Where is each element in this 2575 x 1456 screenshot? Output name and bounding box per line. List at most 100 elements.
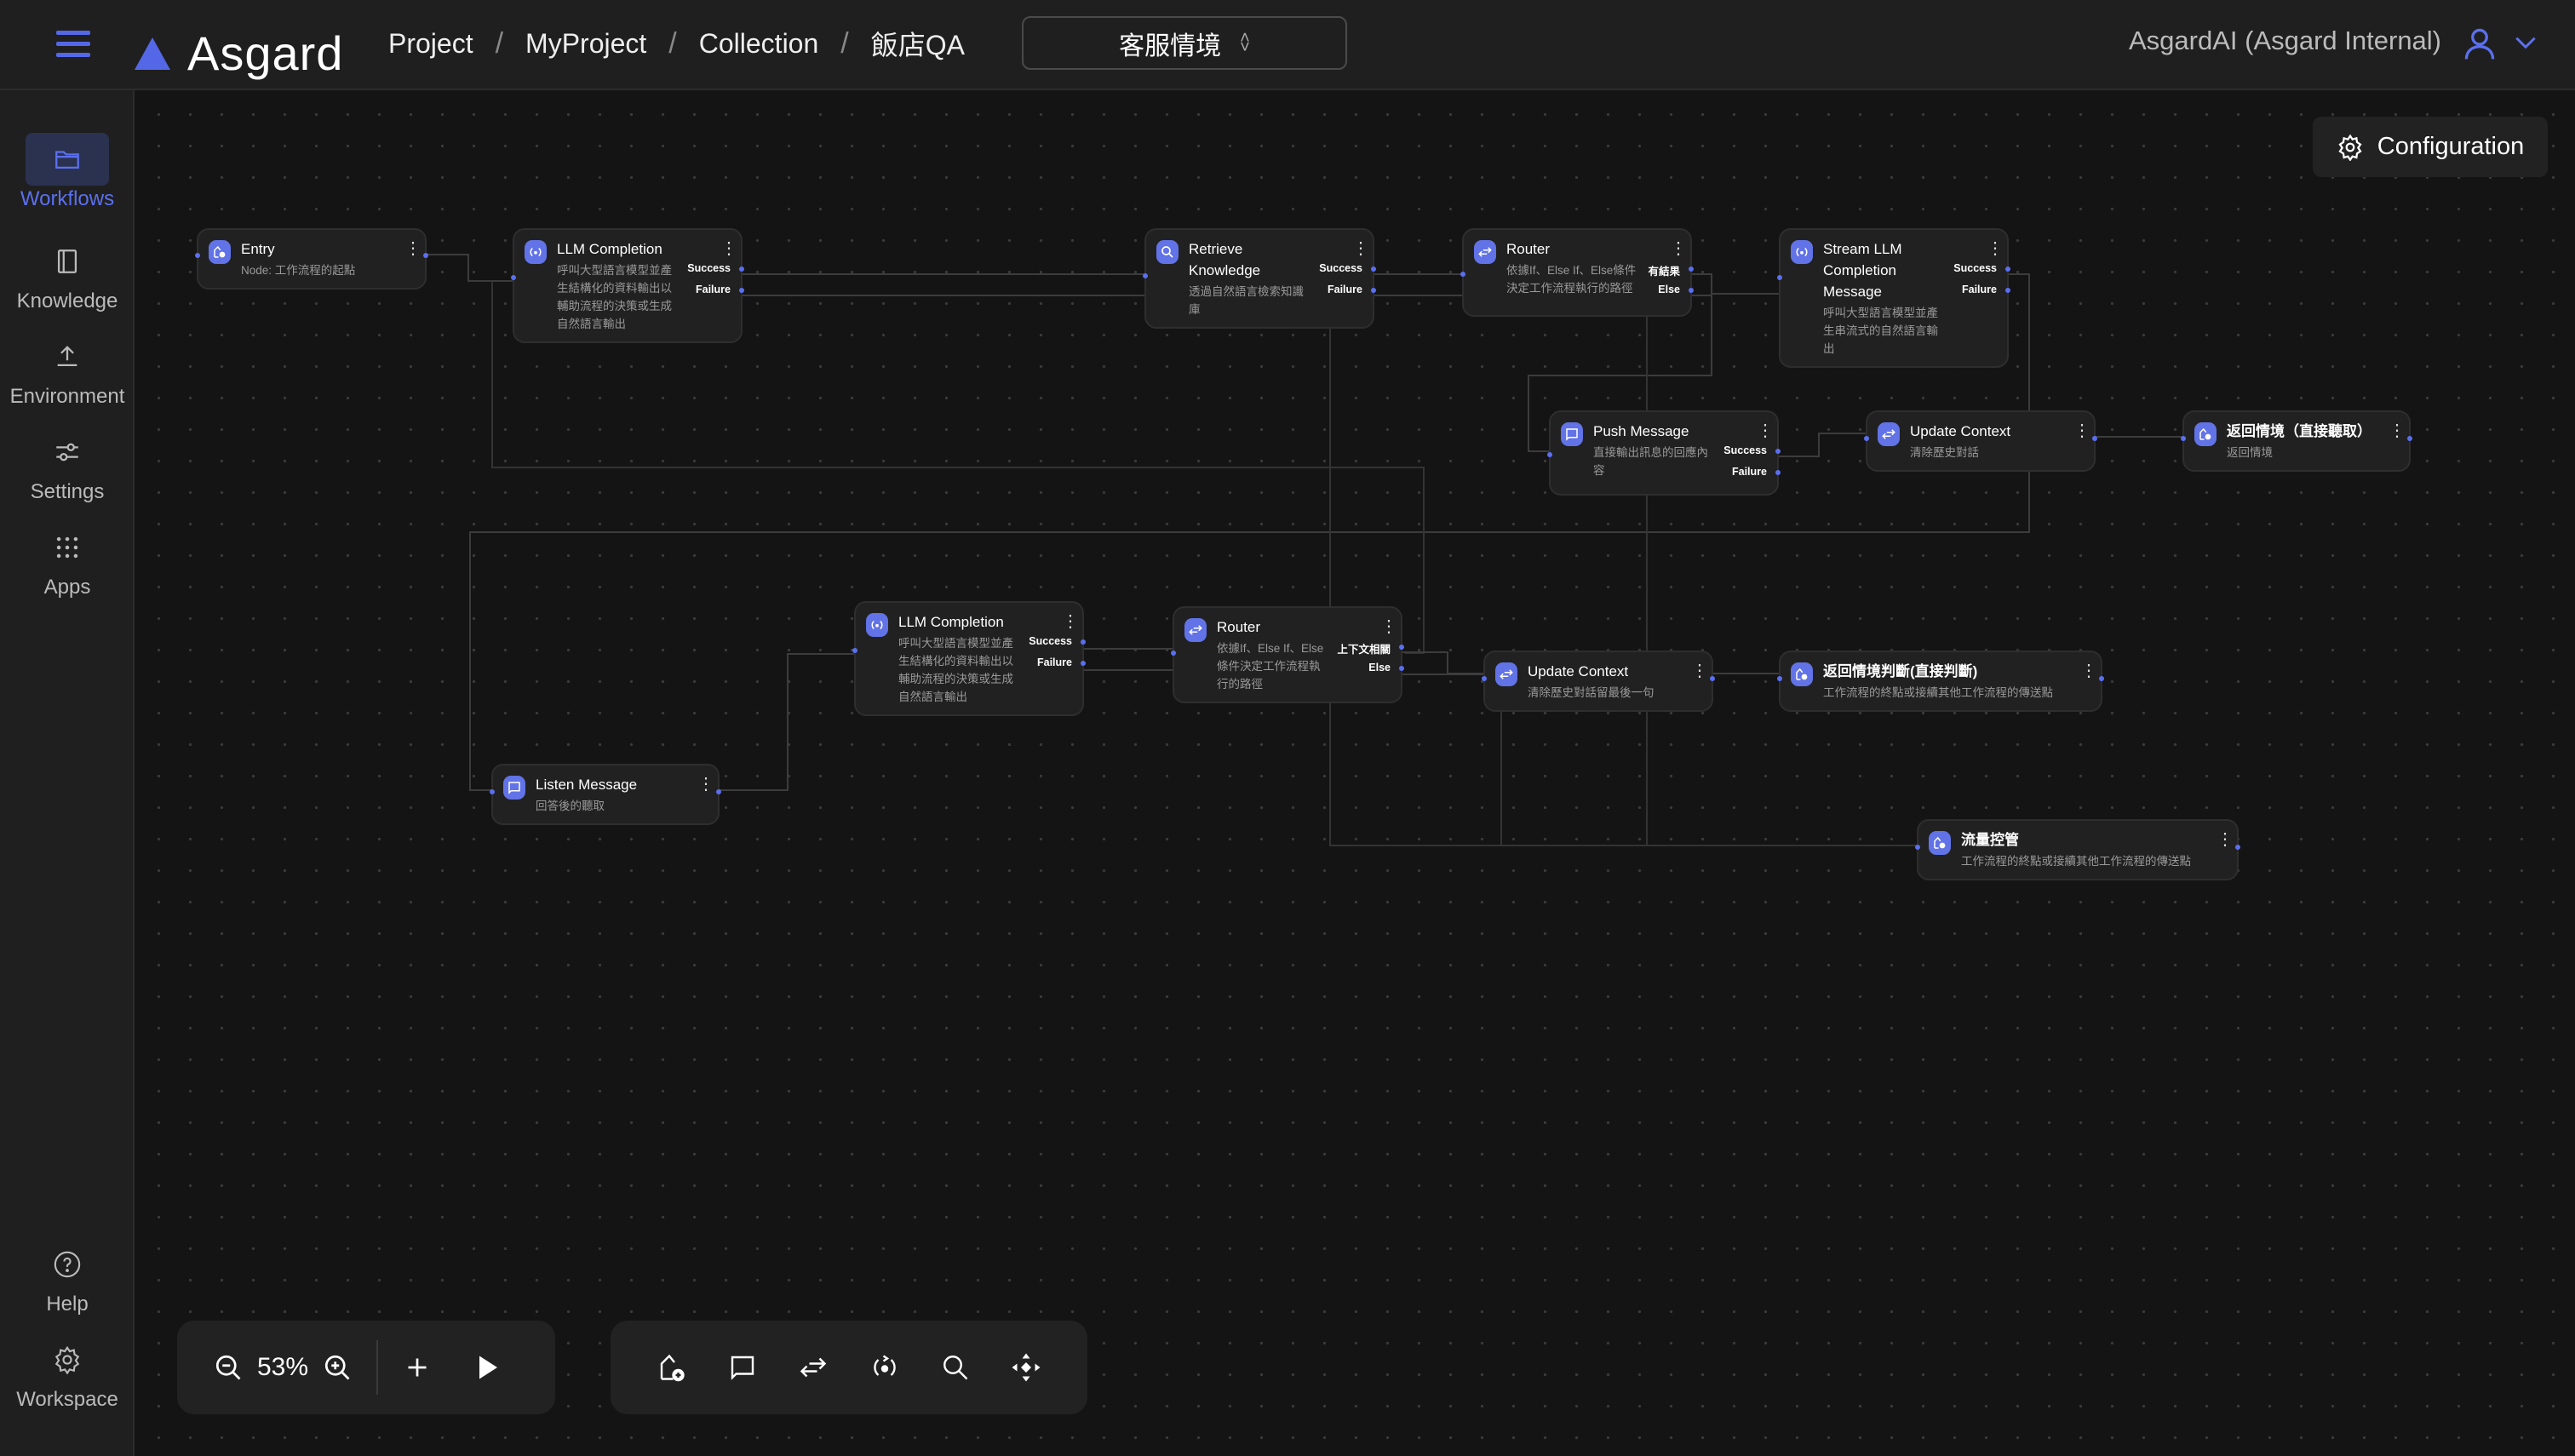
input-port[interactable]: [1171, 651, 1176, 656]
more-vertical-icon[interactable]: ⋮: [2080, 662, 2097, 680]
input-port[interactable]: [511, 275, 516, 280]
workflow-node[interactable]: Update Context 清除歷史對話 ⋮: [1864, 410, 2097, 472]
zoom-in-button[interactable]: [320, 1350, 354, 1384]
sidebar-item-settings[interactable]: Settings: [0, 426, 135, 504]
workflow-node[interactable]: Listen Message 回答後的聽取 ⋮: [490, 764, 721, 825]
output-port[interactable]: [1399, 666, 1404, 671]
more-vertical-icon[interactable]: ⋮: [2217, 830, 2234, 849]
more-vertical-icon[interactable]: ⋮: [1670, 239, 1687, 258]
output-port[interactable]: [1081, 661, 1086, 666]
menu-icon[interactable]: [56, 31, 90, 58]
workflow-canvas[interactable]: Entry Node: 工作流程的起點 ⋮ LLM Completion 呼叫大…: [135, 90, 2575, 1456]
folder-icon: [55, 151, 79, 169]
breadcrumb-myproject[interactable]: MyProject: [525, 27, 647, 59]
workflow-selector[interactable]: 客服情境 ˄ ˅: [1022, 16, 1347, 70]
add-router-button[interactable]: [796, 1350, 830, 1384]
more-vertical-icon[interactable]: ⋮: [697, 775, 714, 794]
workflow-node[interactable]: LLM Completion 呼叫大型語言模型並產生結構化的資料輸出以輔助流程的…: [852, 601, 1086, 716]
chevron-updown-icon: ˄ ˅: [1240, 28, 1250, 57]
workflow-node[interactable]: Update Context 清除歷史對話留最後一句 ⋮: [1482, 651, 1715, 712]
output-port[interactable]: [739, 267, 744, 272]
input-port[interactable]: [1777, 676, 1782, 681]
chevron-down-icon[interactable]: [2512, 29, 2539, 56]
input-port[interactable]: [195, 253, 200, 258]
auto-layout-button[interactable]: [1009, 1350, 1043, 1384]
input-port[interactable]: [1547, 452, 1552, 457]
input-port[interactable]: [1915, 845, 1920, 850]
workflow-node[interactable]: Router 依據If、Else If、Else條件決定工作流程執行的路徑 ⋮ …: [1460, 228, 1694, 317]
more-vertical-icon[interactable]: ⋮: [1691, 662, 1708, 680]
more-vertical-icon[interactable]: ⋮: [1352, 239, 1369, 258]
input-port[interactable]: [2181, 436, 2186, 441]
zoom-out-button[interactable]: [211, 1350, 245, 1384]
sidebar-item-knowledge[interactable]: Knowledge: [0, 235, 135, 313]
user-icon[interactable]: [2461, 24, 2498, 63]
output-port-label: Success: [1953, 262, 1997, 274]
workflow-node[interactable]: 返回情境（直接聽取） 返回情境 ⋮: [2181, 410, 2412, 472]
run-button[interactable]: [470, 1350, 504, 1384]
output-port[interactable]: [716, 789, 721, 794]
workflow-node[interactable]: 返回情境判斷(直接判斷) 工作流程的終點或接續其他工作流程的傳送點 ⋮: [1777, 651, 2104, 712]
workflow-node[interactable]: Entry Node: 工作流程的起點 ⋮: [195, 228, 428, 289]
output-port[interactable]: [1081, 639, 1086, 645]
sidebar-item-apps[interactable]: Apps: [0, 521, 135, 599]
output-port-label: 上下文相關: [1337, 644, 1391, 656]
output-port[interactable]: [2005, 288, 2010, 293]
edge: [1692, 273, 1779, 295]
sidebar-item-label: Workflows: [20, 187, 115, 210]
sidebar-item-workflows[interactable]: Workflows: [0, 133, 135, 211]
workflow-node[interactable]: Push Message 直接輸出訊息的回應內容 ⋮ Success Failu…: [1547, 410, 1781, 496]
input-port[interactable]: [1864, 436, 1869, 441]
output-port[interactable]: [1710, 676, 1715, 681]
sidebar-item-label: Help: [46, 1293, 89, 1316]
output-port[interactable]: [2092, 436, 2097, 441]
sidebar-item-help[interactable]: Help: [0, 1238, 135, 1316]
add-endpoint-button[interactable]: [655, 1350, 689, 1384]
input-port[interactable]: [1777, 275, 1782, 280]
more-vertical-icon[interactable]: ⋮: [1380, 617, 1397, 636]
more-vertical-icon[interactable]: ⋮: [1062, 612, 1079, 631]
input-port[interactable]: [852, 648, 857, 653]
more-vertical-icon[interactable]: ⋮: [404, 239, 422, 258]
breadcrumb-project[interactable]: Project: [388, 27, 473, 59]
workflow-node[interactable]: 流量控管 工作流程的終點或接續其他工作流程的傳送點 ⋮: [1915, 819, 2240, 880]
breadcrumb-current[interactable]: 飯店QA: [870, 30, 965, 60]
add-message-button[interactable]: [725, 1350, 760, 1384]
breadcrumb-collection[interactable]: Collection: [698, 27, 819, 59]
output-port[interactable]: [2407, 436, 2412, 441]
message-icon: [1561, 422, 1583, 446]
more-vertical-icon[interactable]: ⋮: [2073, 421, 2090, 440]
output-port[interactable]: [1371, 288, 1376, 293]
configuration-button[interactable]: Configuration: [2313, 117, 2548, 177]
output-port[interactable]: [2099, 676, 2104, 681]
output-port[interactable]: [2005, 267, 2010, 272]
output-port[interactable]: [423, 253, 428, 258]
input-port[interactable]: [1460, 272, 1465, 277]
input-port[interactable]: [1143, 273, 1148, 278]
more-vertical-icon[interactable]: ⋮: [2389, 421, 2406, 440]
workflow-node[interactable]: Retrieve Knowledge 透過自然語言檢索知識庫 ⋮ Success…: [1143, 228, 1376, 329]
output-port[interactable]: [1689, 267, 1694, 272]
workflow-node[interactable]: LLM Completion 呼叫大型語言模型並產生結構化的資料輸出以輔助流程的…: [511, 228, 744, 343]
output-port[interactable]: [1399, 645, 1404, 650]
input-port[interactable]: [490, 789, 495, 794]
output-port[interactable]: [1775, 449, 1781, 454]
more-vertical-icon[interactable]: ⋮: [720, 239, 737, 258]
logo[interactable]: Asgard: [135, 26, 343, 81]
sidebar-item-workspace[interactable]: Workspace: [0, 1333, 135, 1412]
sidebar-item-environment[interactable]: Environment: [0, 330, 135, 409]
output-port[interactable]: [739, 288, 744, 293]
workflow-node[interactable]: Router 依據If、Else If、Else條件決定工作流程執行的路徑 ⋮ …: [1171, 606, 1404, 703]
workflow-node[interactable]: Stream LLM Completion Message 呼叫大型語言模型並產…: [1777, 228, 2010, 368]
output-port[interactable]: [1775, 470, 1781, 475]
add-llm-button[interactable]: [868, 1350, 902, 1384]
output-port[interactable]: [1689, 288, 1694, 293]
node-description: 依據If、Else If、Else條件決定工作流程執行的路徑: [1506, 264, 1637, 295]
input-port[interactable]: [1482, 676, 1487, 681]
output-port[interactable]: [2235, 845, 2240, 850]
more-vertical-icon[interactable]: ⋮: [1757, 421, 1774, 440]
more-vertical-icon[interactable]: ⋮: [1987, 239, 2004, 258]
add-search-button[interactable]: [938, 1350, 972, 1384]
output-port[interactable]: [1371, 267, 1376, 272]
add-node-button[interactable]: [400, 1350, 434, 1384]
